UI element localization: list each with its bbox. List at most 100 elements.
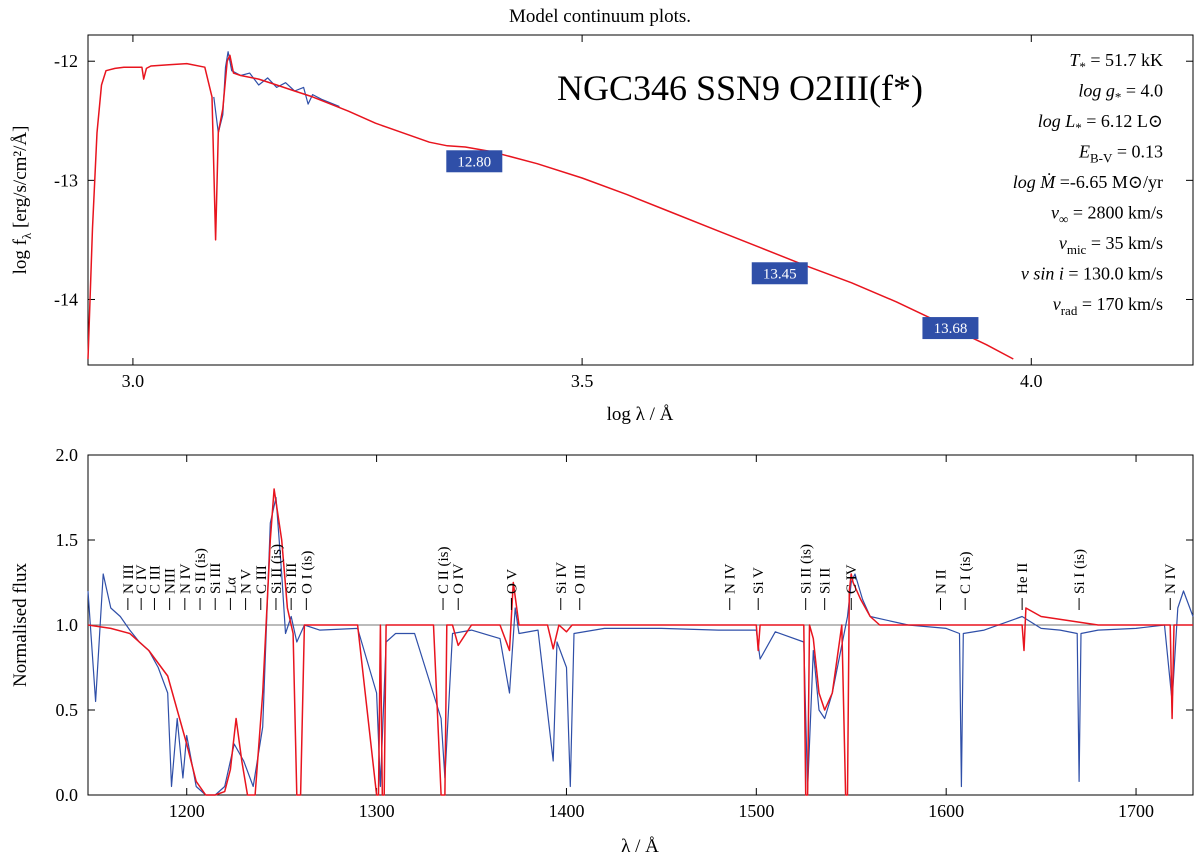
line-id: Si II (is)	[269, 544, 285, 610]
parameter-sub: mic	[1067, 242, 1087, 257]
line-id-label: Lα	[223, 577, 239, 594]
parameter-sub: ∞	[1059, 212, 1068, 227]
line-id: Si IV	[554, 562, 570, 610]
sed-x-axis-label: log λ / Å	[607, 404, 674, 425]
normalised-x-tick-label: 1300	[359, 801, 395, 821]
sed-y-tick-label: -12	[54, 51, 78, 71]
line-id-label: Si II	[818, 568, 834, 594]
line-id-label: Si II (is)	[799, 544, 815, 594]
normalised-x-tick-label: 1700	[1118, 801, 1154, 821]
normalised-x-axis-label: λ / Å	[621, 836, 659, 857]
sed-flux-boxes: 12.80 13.45 13.68	[446, 150, 979, 340]
normalised-x-tick-label: 1400	[548, 801, 584, 821]
parameter-name: v sin i	[1021, 264, 1064, 284]
normalised-y-axis-label: Normalised flux	[10, 563, 31, 688]
line-id-label: N IV	[178, 563, 194, 594]
sed-x-tick-label: 4.0	[1020, 371, 1043, 391]
line-id-label: Si II (is)	[269, 544, 285, 594]
line-id: C II (is)	[436, 547, 452, 610]
sed-x-tick-label: 3.5	[571, 371, 594, 391]
line-id: N III	[121, 564, 137, 610]
line-id: Si II (is)	[799, 544, 815, 610]
line-id-label: N III	[121, 564, 137, 594]
parameter-name: log Ṁ	[1013, 172, 1057, 192]
line-id: O V	[504, 569, 520, 610]
normalised-x-tick-label: 1600	[928, 801, 964, 821]
sed-plot-frame	[87, 34, 1194, 366]
parameter-row: v∞ = 2800 km/s	[1051, 203, 1163, 227]
flux-box-bg	[751, 262, 808, 285]
normalised-y-tick-label: 1.5	[56, 530, 79, 550]
sed-x-tick-label: 3.0	[122, 371, 145, 391]
line-id-label: N IV	[723, 563, 739, 594]
line-id: N V	[239, 569, 255, 610]
normalised-series-model	[87, 488, 1193, 796]
flux-box-label: 12.80	[457, 154, 491, 170]
line-id-label: C III	[254, 565, 270, 594]
flux-box-label: 13.68	[934, 321, 968, 337]
parameter-value: = 170 km/s	[1082, 294, 1163, 314]
line-id-label: Si IV	[554, 562, 570, 594]
sed-y-tick-label: -13	[54, 170, 78, 190]
line-id: Si III	[284, 563, 300, 610]
parameter-name: E	[1078, 142, 1090, 162]
parameter-row: vmic = 35 km/s	[1059, 233, 1163, 257]
line-id: O III	[573, 564, 589, 610]
sed-y-axis-label-sub: λ	[19, 232, 34, 239]
normalised-y-tick-label: 0.5	[56, 700, 79, 720]
line-id: NIII	[163, 568, 179, 610]
parameter-value: =-6.65 M⊙/yr	[1060, 172, 1163, 192]
normalised-y-tick-label: 0.0	[56, 785, 79, 805]
line-id-label: Si III	[284, 563, 300, 594]
parameter-row: log L* = 6.12 L⊙	[1038, 111, 1163, 135]
line-id: Si II	[818, 568, 834, 610]
line-id: N II	[934, 569, 950, 610]
normalised-y-tick-label: 1.0	[56, 615, 79, 635]
normalised-panel: 1200 1300 1400 1500 1600 17000.00.51.01.52.0 …	[10, 445, 1194, 857]
line-id-label: C IV	[134, 564, 150, 594]
line-id-label: Si I (is)	[1072, 549, 1088, 594]
parameter-name: v	[1053, 294, 1061, 314]
line-id-label: S II (is)	[193, 548, 209, 594]
line-id-label: N V	[239, 569, 255, 594]
parameter-row: vrad = 170 km/s	[1053, 294, 1163, 318]
sed-series-observed	[213, 51, 340, 134]
line-id-label: C I (is)	[958, 552, 974, 595]
flux-box: 13.68	[922, 317, 979, 340]
line-id-label: Si V	[751, 567, 767, 594]
normalised-x-tick-label: 1500	[738, 801, 774, 821]
normalised-series	[87, 488, 1194, 796]
parameter-row: log g* = 4.0	[1078, 81, 1163, 105]
line-id: Si V	[751, 567, 767, 610]
line-id: C I (is)	[958, 552, 974, 610]
figure-title: Model continuum plots.	[509, 6, 691, 27]
parameter-sub: *	[1075, 120, 1082, 135]
line-id-label: N II	[934, 569, 950, 594]
parameter-name: v	[1051, 203, 1059, 223]
line-id-label: O IV	[451, 563, 467, 594]
parameter-sub: rad	[1061, 303, 1078, 318]
flux-box-bg	[922, 317, 979, 340]
line-id: N IV	[178, 563, 194, 610]
parameter-name: T	[1069, 50, 1081, 70]
normalised-axis-ticks: 1200 1300 1400 1500 1600 1700 0.0 0.5 1.0 1.5 2.0	[56, 445, 1193, 821]
sed-panel: 3.0 3.5 4.0 -12 -13 -14 12.80 13.45 13.68 NGC34…	[10, 34, 1194, 425]
parameter-value: = 51.7 kK	[1090, 50, 1163, 70]
parameter-row: log Ṁ =-6.65 M⊙/yr	[1013, 172, 1163, 192]
normalised-series-observed	[87, 496, 1194, 796]
parameter-value: = 130.0 km/s	[1068, 264, 1163, 284]
line-id: C III	[254, 565, 270, 610]
normalised-y-tick-label: 2.0	[56, 445, 79, 465]
line-id: N IV	[1163, 563, 1179, 610]
line-id: S II (is)	[193, 548, 209, 610]
flux-box-bg	[446, 150, 503, 173]
parameter-value: = 0.13	[1117, 142, 1163, 162]
parameter-row: T* = 51.7 kK	[1069, 50, 1163, 74]
line-id-label: N IV	[1163, 563, 1179, 594]
flux-box: 12.80	[446, 150, 503, 173]
star-name: NGC346 SSN9 O2III(f*)	[557, 68, 923, 108]
flux-box-label: 13.45	[763, 266, 797, 282]
parameter-name: log L	[1038, 111, 1076, 131]
